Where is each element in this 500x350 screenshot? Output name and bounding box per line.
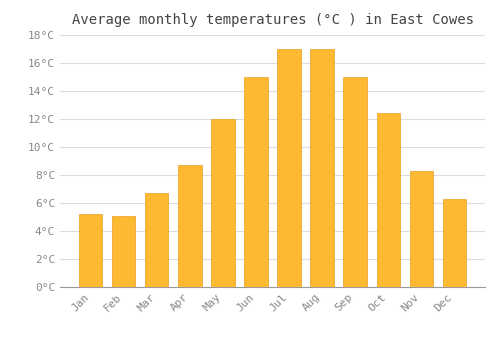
Bar bbox=[212, 119, 234, 287]
Bar bbox=[344, 77, 366, 287]
Bar bbox=[146, 193, 169, 287]
Bar bbox=[442, 199, 466, 287]
Bar bbox=[244, 77, 268, 287]
Title: Average monthly temperatures (°C ) in East Cowes: Average monthly temperatures (°C ) in Ea… bbox=[72, 13, 473, 27]
Bar bbox=[376, 113, 400, 287]
Bar bbox=[410, 171, 432, 287]
Bar bbox=[310, 49, 334, 287]
Bar bbox=[112, 216, 136, 287]
Bar bbox=[80, 214, 102, 287]
Bar bbox=[178, 165, 202, 287]
Bar bbox=[278, 49, 300, 287]
